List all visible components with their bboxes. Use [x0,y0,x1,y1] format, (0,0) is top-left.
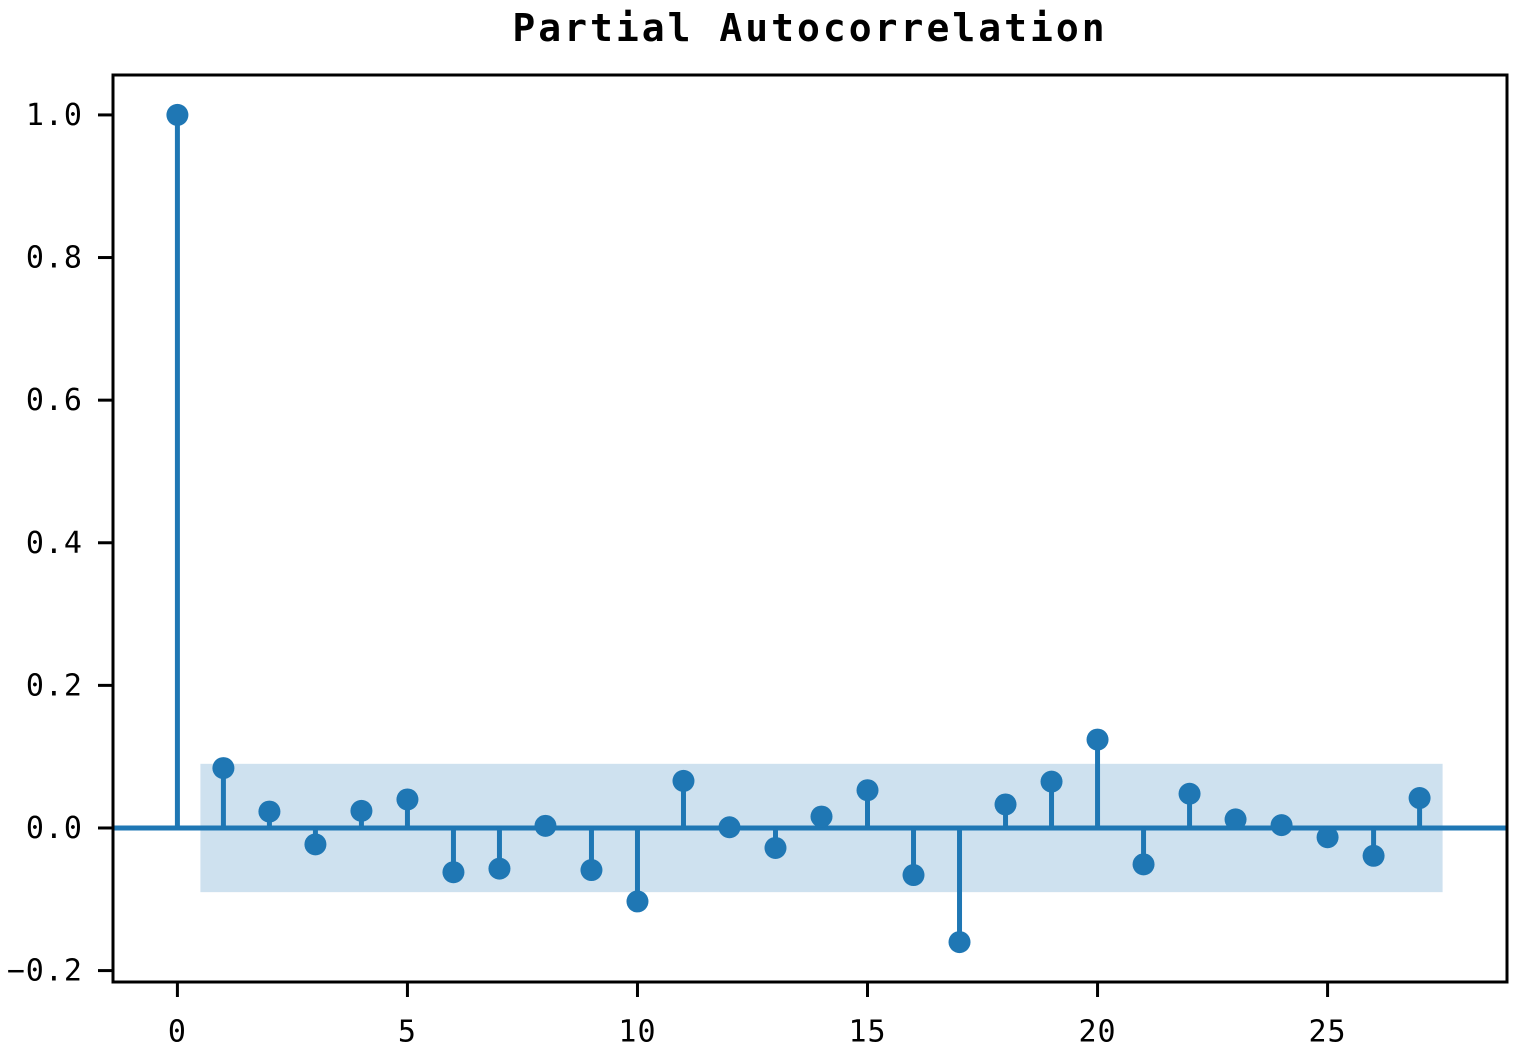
x-tick-label-20: 20 [1078,1015,1116,1050]
marker-lag-8 [534,814,557,837]
marker-lag-23 [1224,808,1247,831]
x-tick-label-15: 15 [848,1015,886,1050]
marker-lag-13 [764,836,787,859]
marker-lag-14 [810,805,833,828]
y-tick-label-0: 0.0 [26,811,83,846]
marker-lag-25 [1316,826,1339,849]
marker-lag-10 [626,890,649,913]
marker-lag-21 [1132,853,1155,876]
x-tick-label-0: 0 [168,1015,187,1050]
chart-title: Partial Autocorrelation [512,6,1108,50]
marker-lag-6 [442,861,465,884]
marker-lag-26 [1362,844,1385,867]
marker-lag-18 [994,793,1017,816]
marker-lag-22 [1178,782,1201,805]
y-tick-label-0.2: 0.2 [26,668,83,703]
marker-lag-11 [672,769,695,792]
marker-lag-0 [166,103,189,126]
x-tick-label-25: 25 [1309,1015,1347,1050]
marker-lag-7 [488,857,511,880]
x-tick-label-5: 5 [398,1015,417,1050]
marker-lag-3 [304,833,327,856]
marker-lag-19 [1040,770,1063,793]
marker-lag-4 [350,799,373,822]
y-tick-label--0.2: −0.2 [7,954,83,989]
y-tick-label-0.8: 0.8 [26,241,83,276]
y-tick-label-0.4: 0.4 [26,526,83,561]
marker-lag-17 [948,931,971,954]
marker-lag-27 [1408,787,1431,810]
marker-lag-12 [718,816,741,839]
marker-lag-24 [1270,814,1293,837]
x-tick-label-10: 10 [618,1015,656,1050]
y-tick-label-1: 1.0 [26,98,83,133]
marker-lag-16 [902,864,925,887]
marker-lag-1 [212,757,235,780]
plot-spines [111,73,1509,984]
marker-lag-9 [580,859,603,882]
marker-lag-15 [856,779,879,802]
marker-lag-20 [1086,728,1109,751]
marker-lag-2 [258,800,281,823]
y-tick-label-0.6: 0.6 [26,383,83,418]
marker-lag-5 [396,788,419,811]
